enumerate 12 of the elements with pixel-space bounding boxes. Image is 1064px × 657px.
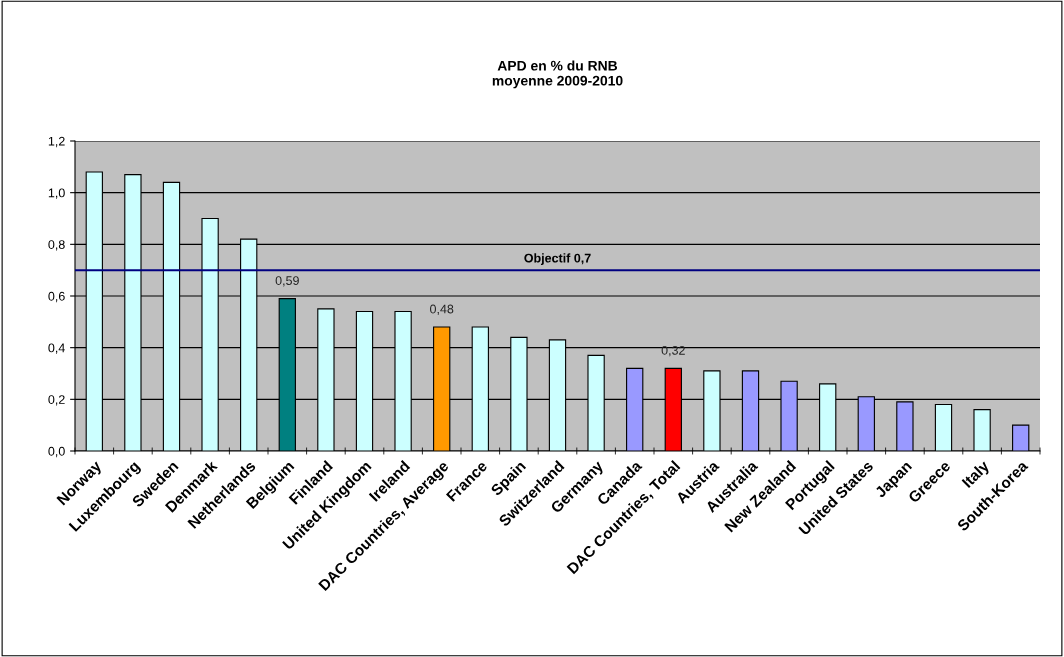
- data-label: 0,32: [661, 345, 685, 357]
- data-label: 0,59: [275, 276, 299, 287]
- y-tick-label: 0,6: [48, 291, 65, 303]
- y-tick-label: 1,0: [48, 188, 65, 199]
- y-tick-label: 0,4: [48, 343, 65, 354]
- y-tick-label: 0,2: [48, 395, 65, 406]
- ref-line-label: Objectif 0,7: [524, 253, 591, 265]
- chart-title: APD en % du RNB moyenne 2009-2010: [492, 60, 623, 89]
- y-tick-label: 0,8: [48, 240, 65, 251]
- y-tick-label: 0,0: [48, 446, 65, 458]
- data-label: 0,48: [430, 304, 454, 315]
- y-tick-label: 1,2: [48, 136, 65, 148]
